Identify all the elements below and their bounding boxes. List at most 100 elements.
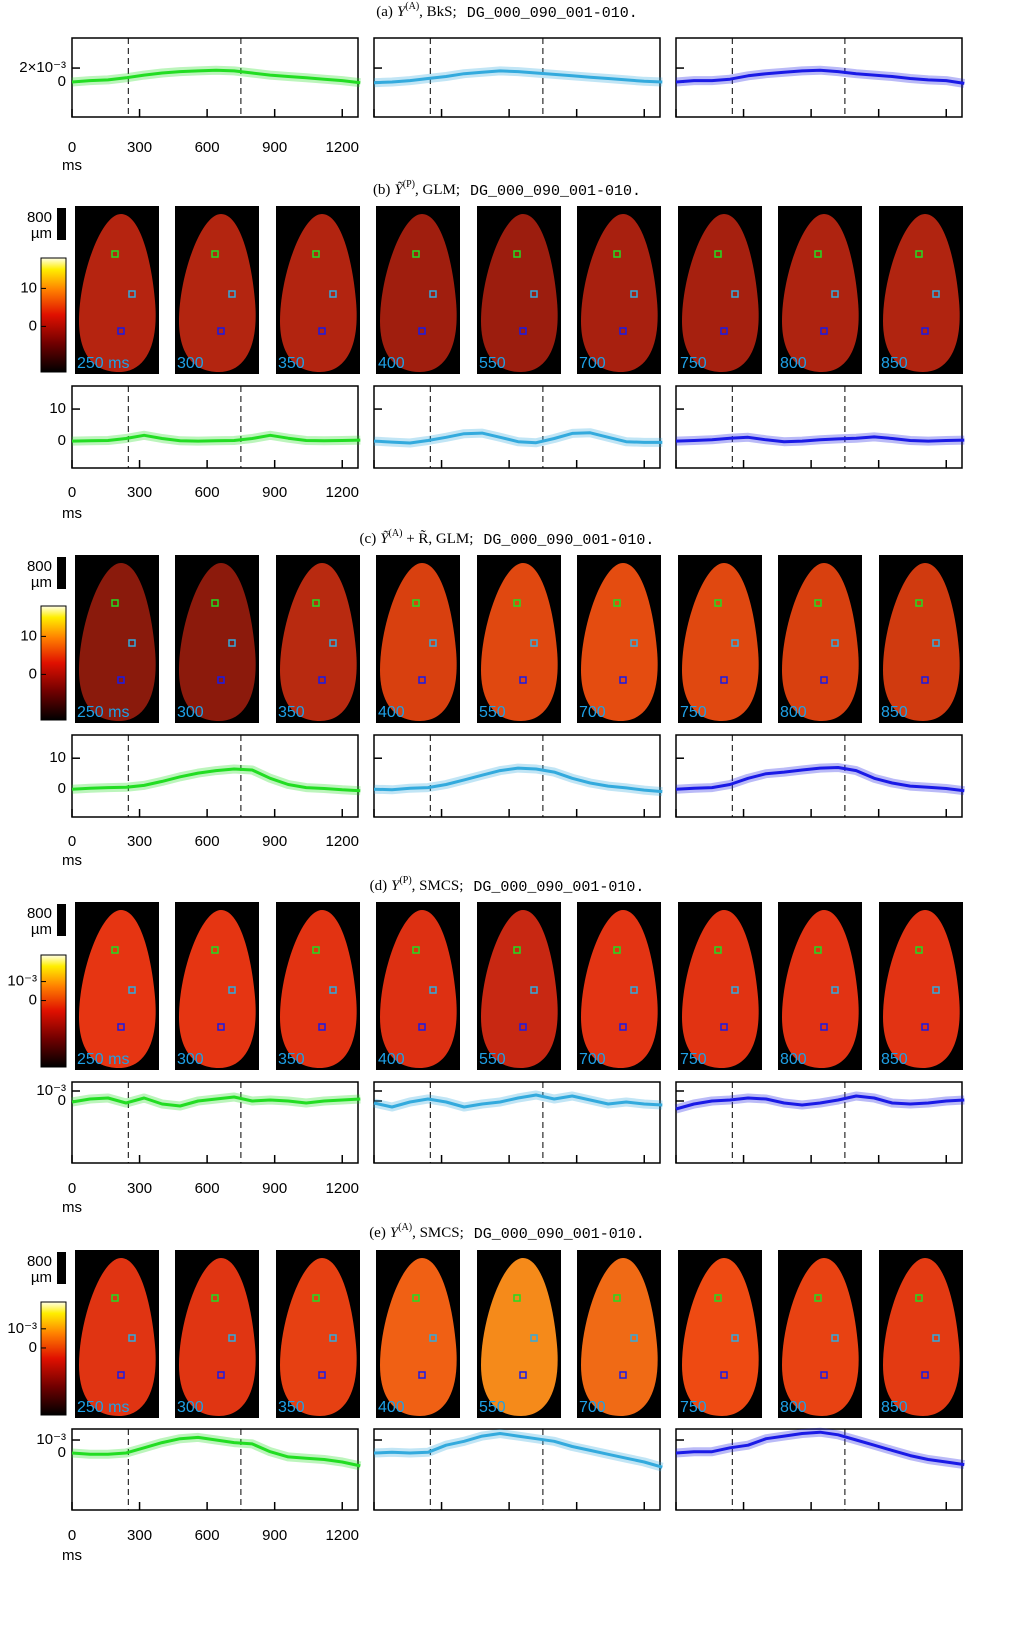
map-frame: 550 (477, 555, 561, 723)
tissue (682, 563, 759, 721)
x-tick-label: 900 (262, 1180, 287, 1197)
roi-square (519, 676, 527, 684)
roi-square (613, 1294, 621, 1302)
roi-square (714, 250, 722, 258)
x-tick-label: 0 (68, 1180, 76, 1197)
panel-frame (675, 37, 963, 118)
roi-square (820, 1371, 828, 1379)
trace-mean (675, 435, 965, 444)
scale-bar-unit: µm (31, 574, 52, 591)
frame-time-label: 250 ms (77, 355, 129, 372)
roi-square (630, 290, 638, 298)
tissue (782, 214, 859, 372)
panel-frame (675, 734, 963, 818)
colorbar-tick-label: 0 (29, 992, 37, 1009)
tissue (581, 1258, 658, 1416)
tissue (79, 214, 156, 372)
frame-time-label: 300 (177, 1399, 204, 1416)
tissue (581, 214, 658, 372)
roi-square (921, 327, 929, 335)
title-dataset: DG_000_090_001-010. (483, 532, 654, 549)
x-tick-label: 1200 (326, 484, 359, 501)
map-frame: 800 (778, 206, 862, 374)
colorbar-tick-label: 10 (20, 279, 37, 296)
y-tick-label: 10⁻³ (36, 1431, 66, 1448)
map-frame: 300 (175, 1250, 259, 1418)
roi-square (329, 1334, 337, 1342)
y-tick-label: 0 (58, 1444, 66, 1461)
roi-square (318, 676, 326, 684)
frame-time-label: 550 (479, 1399, 506, 1416)
frame-time-label: 700 (579, 704, 606, 721)
colorbar-tick-label: 0 (29, 1339, 37, 1356)
scale-bar-unit: µm (31, 921, 52, 938)
map-frame: 550 (477, 206, 561, 374)
title-prefix: (c) (360, 531, 377, 547)
colorbar-tick-label: 0 (29, 665, 37, 682)
scale-bar-value: 800 (27, 1253, 52, 1270)
section-title: (d) Y(P), SMCS; DG_000_090_001-010. (370, 875, 645, 896)
colorbar-tick-label: 0 (29, 317, 37, 334)
panel-frame (71, 1428, 359, 1511)
roi-square (630, 639, 638, 647)
roi-square (228, 639, 236, 647)
roi-square (128, 639, 136, 647)
title-prefix: (d) (370, 878, 388, 894)
roi-square (915, 1294, 923, 1302)
y-tick-label: 0 (58, 432, 66, 449)
frame-time-label: 850 (881, 355, 908, 372)
trace-mean (71, 1095, 361, 1108)
roi-square (312, 1294, 320, 1302)
roi-square (329, 986, 337, 994)
tissue (481, 910, 558, 1068)
trace-mean (373, 1093, 663, 1109)
tissue (380, 910, 457, 1068)
roi-square (915, 250, 923, 258)
roi-square (513, 599, 521, 607)
map-frame: 850 (879, 902, 963, 1070)
roi-square (630, 1334, 638, 1342)
frame-time-label: 750 (680, 1051, 707, 1068)
frame-time-label: 800 (780, 1051, 807, 1068)
roi-square (519, 1023, 527, 1031)
tissue (280, 563, 357, 721)
roi-square (932, 986, 940, 994)
tissue (380, 214, 457, 372)
roi-square (228, 986, 236, 994)
roi-square (329, 290, 337, 298)
title-symbol: Y (397, 4, 407, 20)
tissue (782, 563, 859, 721)
roi-square (418, 1371, 426, 1379)
roi-square (111, 946, 119, 954)
map-frame: 400 (376, 555, 460, 723)
title-superscript: (P) (403, 179, 415, 190)
map-frame: 750 (678, 206, 762, 374)
scale-bar-unit: µm (31, 1269, 52, 1286)
trace-band (675, 1427, 965, 1470)
y-tick-label: 0 (58, 780, 66, 797)
roi-square (418, 327, 426, 335)
trace-mean (675, 1094, 965, 1111)
roi-square (429, 639, 437, 647)
roi-square (111, 599, 119, 607)
roi-square (513, 1294, 521, 1302)
scale-bar (57, 904, 66, 936)
map-frame: 700 (577, 1250, 661, 1418)
title-superscript: (A) (389, 528, 403, 539)
trace-band (373, 1429, 664, 1472)
map-frame: 400 (376, 1250, 460, 1418)
roi-square (412, 250, 420, 258)
title-prefix: (a) (376, 4, 393, 20)
tissue (883, 214, 960, 372)
title-symbol: Y (390, 1225, 400, 1241)
frame-time-label: 250 ms (77, 1051, 129, 1068)
tissue (481, 214, 558, 372)
title-dataset: DG_000_090_001-010. (467, 5, 638, 22)
tissue (380, 563, 457, 721)
x-axis-label: ms (62, 1547, 82, 1564)
frame-time-label: 350 (278, 355, 305, 372)
y-tick-label: 2×10⁻³ (19, 59, 66, 76)
tissue (481, 1258, 558, 1416)
